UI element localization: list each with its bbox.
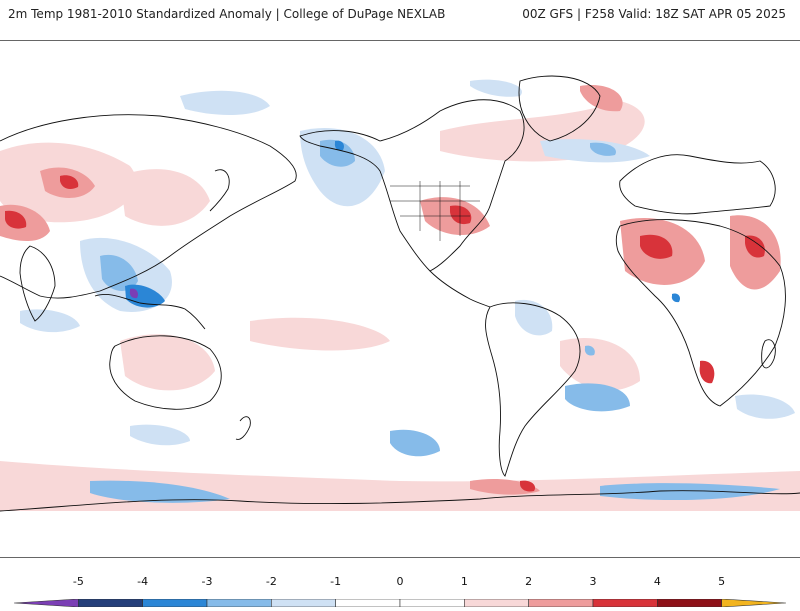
run-info: 00Z GFS | F258 Valid: 18Z SAT APR 05 202…: [522, 7, 786, 21]
cold-area-indonesia-extreme: [129, 288, 139, 299]
warm-area-australia: [120, 334, 215, 391]
colorbar-bin: [657, 598, 722, 608]
header: 2m Temp 1981-2010 Standardized Anomaly |…: [0, 0, 800, 30]
cold-area-north-atlantic-core: [590, 142, 616, 156]
colorbar-bin: [464, 598, 529, 608]
colorbar-bin: [528, 598, 594, 608]
outline-africa: [615, 219, 786, 407]
warm-area-north-africa-core: [640, 234, 673, 259]
colorbar-tick-label: 2: [525, 575, 533, 588]
colorbar-tick-label: 4: [653, 575, 661, 588]
colorbar-tick-label: -2: [265, 575, 277, 588]
cold-area-southern-ocean: [90, 480, 230, 503]
colorbar-bin: [271, 598, 336, 608]
warm-area-arctic-east: [580, 85, 623, 112]
warm-area-southern-africa: [699, 360, 715, 384]
map-title: 2m Temp 1981-2010 Standardized Anomaly |…: [8, 7, 446, 21]
colorbar-tick-label: -3: [201, 575, 213, 588]
colorbar-bar: [0, 592, 800, 608]
outline-central-america: [429, 270, 491, 308]
coastlines: [0, 75, 800, 512]
colorbar-tick-label: -4: [137, 575, 149, 588]
outline-indonesia: [94, 293, 206, 330]
warm-area-south-atlantic: [560, 337, 640, 391]
colorbar-bin: [78, 598, 143, 608]
cold-area-alaska-spot: [334, 140, 345, 151]
colorbar-tick-label: -1: [330, 575, 342, 588]
outline-south-america: [485, 302, 581, 477]
cold-area-southeast-asia-core: [100, 254, 138, 291]
colorbar-bin: [13, 598, 79, 608]
cold-area-indian-ocean-north: [20, 309, 80, 333]
colorbar-tick-label: -5: [72, 575, 84, 588]
anomaly-map[interactable]: [0, 40, 800, 558]
colorbar-bin: [206, 598, 272, 608]
outline-japan: [209, 169, 230, 212]
warm-area-east-africa-core: [745, 235, 765, 258]
cold-area-gulf-of-alaska: [300, 127, 385, 207]
outline-greenland: [518, 75, 601, 142]
colorbar: -5 -4 -3 -2 -1 0 1 2 3 4 5: [0, 570, 800, 608]
outline-europe: [619, 154, 776, 215]
cold-area-brazil: [515, 299, 553, 336]
colorbar-bin: [399, 598, 465, 608]
warm-area-far-south-east: [520, 480, 536, 492]
cold-area-west-africa-spot: [671, 293, 681, 303]
colorbar-bin: [592, 598, 658, 608]
colorbar-svg: [13, 598, 787, 608]
warm-area-east-asia: [120, 169, 210, 226]
colorbar-tick-label: 1: [460, 575, 468, 588]
cold-area-indian-ocean: [735, 394, 795, 419]
outline-asia: [0, 114, 297, 299]
outline-us-states: [390, 181, 480, 241]
colorbar-tick-label: 0: [396, 575, 404, 588]
warm-area-eastern-us-core: [450, 205, 472, 225]
cold-area-south-atlantic: [565, 383, 630, 412]
outline-madagascar: [761, 339, 776, 369]
cold-area-south-pacific-east: [390, 429, 440, 457]
cold-area-gulf-of-alaska-core: [320, 139, 355, 167]
outline-australia: [109, 335, 222, 410]
warm-area-central-asia-hot: [60, 175, 79, 189]
outline-north-america: [299, 99, 525, 272]
map-canvas: [0, 75, 800, 512]
cold-area-arctic-north-pacific: [180, 90, 270, 115]
cold-area-southern-ocean-east: [600, 483, 780, 501]
colorbar-tick-label: 3: [589, 575, 597, 588]
cold-anomaly-areas: [20, 79, 795, 503]
colorbar-bin: [142, 598, 208, 608]
outline-india: [19, 245, 56, 322]
warm-area-south-pacific: [250, 317, 390, 351]
colorbar-tick-label: 5: [718, 575, 726, 588]
outline-new-zealand: [235, 416, 251, 440]
outline-antarctica: [0, 490, 800, 512]
cold-area-brazil-spot: [584, 345, 595, 356]
cold-area-south-pacific-west: [130, 424, 190, 446]
cold-area-arctic-canada: [470, 79, 522, 97]
warm-area-west-asia-hot: [5, 210, 27, 229]
colorbar-bin: [721, 598, 787, 608]
colorbar-bin: [335, 598, 401, 608]
